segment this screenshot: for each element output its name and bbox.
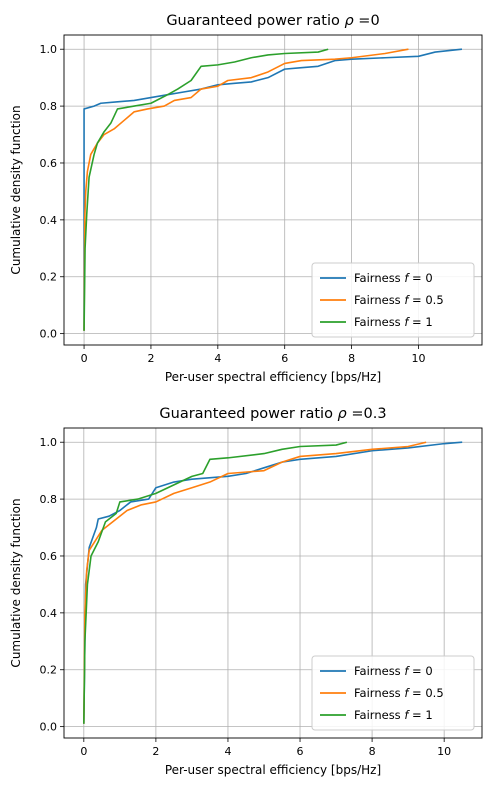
legend-entry-3: Fairness f = 1: [354, 315, 433, 329]
legend-entry-3: Fairness f = 1: [354, 708, 433, 722]
x-tick-label: 4: [224, 745, 231, 758]
y-axis-label: Cumulative density function: [9, 105, 23, 274]
chart-panel-2: 0 2 4 6 8 10 0.0 0.2 0.4 0.6 0.8 1.0 Guaranteed powe…: [9, 406, 483, 777]
y-tick-label: 0.0: [40, 721, 58, 734]
y-tick-label: 0.4: [40, 607, 58, 620]
legend-box: [311, 655, 475, 731]
series-line-2: [83, 48, 409, 331]
chart-title: Guaranteed power ratio ρ =0.3: [159, 406, 386, 422]
x-tick-label: 8: [369, 745, 376, 758]
x-tick-label: 10: [437, 745, 451, 758]
y-axis-label: Cumulative density function: [9, 498, 23, 667]
y-tick-label: 0.6: [40, 550, 58, 563]
legend-entry-1: Fairness f = 0: [354, 664, 433, 678]
x-tick-label: 4: [214, 352, 221, 365]
y-tick-label: 1.0: [40, 43, 58, 56]
series-line-3: [83, 441, 348, 724]
series-line-1: [83, 48, 463, 331]
y-tick-label: 0.0: [40, 328, 58, 341]
x-tick-label: 0: [80, 745, 87, 758]
x-tick-label: 2: [152, 745, 159, 758]
y-tick-label: 0.4: [40, 214, 58, 227]
y-tick-label: 0.2: [40, 271, 58, 284]
x-tick-label: 2: [147, 352, 154, 365]
x-tick-label: 10: [411, 352, 425, 365]
series-line-2: [83, 441, 427, 724]
legend-entry-1: Fairness f = 0: [354, 271, 433, 285]
chart-title: Guaranteed power ratio ρ =0: [166, 13, 379, 29]
series-line-3: [83, 48, 329, 331]
plot-frame: [63, 34, 483, 346]
plot-frame: [63, 427, 483, 739]
legend-entry-2: Fairness f = 0.5: [354, 293, 444, 307]
y-tick-label: 0.6: [40, 157, 58, 170]
x-axis-label: Per-user spectral efficiency [bps/Hz]: [165, 763, 381, 777]
legend-entry-2: Fairness f = 0.5: [354, 686, 444, 700]
y-tick-label: 1.0: [40, 436, 58, 449]
x-axis-label: Per-user spectral efficiency [bps/Hz]: [165, 370, 381, 384]
y-tick-label: 0.8: [40, 100, 58, 113]
x-tick-label: 6: [281, 352, 288, 365]
y-tick-label: 0.8: [40, 493, 58, 506]
x-tick-label: 0: [81, 352, 88, 365]
x-tick-label: 8: [348, 352, 355, 365]
legend-box: [311, 262, 475, 338]
chart-panel-1: 0 2 4 6 8 10 0.0 0.2 0.4 0.6 0.8 1.0 Guaranteed powe…: [9, 13, 483, 384]
x-tick-label: 6: [297, 745, 304, 758]
y-tick-label: 0.2: [40, 664, 58, 677]
